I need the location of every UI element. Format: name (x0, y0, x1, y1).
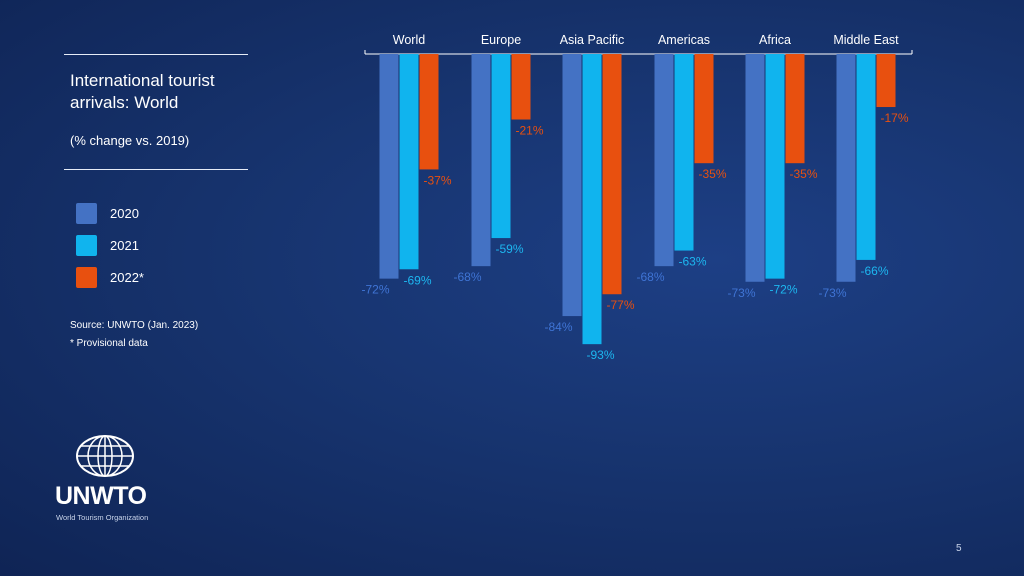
bar-2021-asia-pacific (582, 54, 602, 345)
bar-2021-middle-east (856, 54, 876, 260)
data-label: -73% (728, 286, 756, 300)
data-label: -17% (881, 111, 909, 125)
globe-icon (76, 435, 134, 477)
data-label: -66% (861, 264, 889, 278)
legend-swatch (76, 203, 97, 224)
data-label: -63% (679, 255, 707, 269)
data-label: -69% (404, 273, 432, 287)
title-bottom-rule (64, 169, 248, 170)
data-label: -73% (819, 286, 847, 300)
provisional-note: * Provisional data (70, 338, 148, 349)
bar-2022-middle-east (876, 54, 896, 108)
legend-label: 2020 (110, 206, 139, 221)
legend-swatch (76, 235, 97, 256)
data-label: -37% (424, 173, 452, 187)
page-number: 5 (956, 543, 962, 554)
data-label: -68% (454, 270, 482, 284)
bar-2020-africa (745, 54, 765, 282)
bar-2021-europe (491, 54, 511, 239)
category-label: Africa (759, 33, 791, 47)
data-label: -72% (362, 283, 390, 297)
data-label: -35% (699, 167, 727, 181)
logo-wordmark: UNWTO (55, 482, 147, 510)
category-label: Europe (481, 33, 521, 47)
bar-2020-americas (654, 54, 674, 267)
data-label: -68% (637, 270, 665, 284)
data-label: -72% (770, 283, 798, 297)
bar-2022-americas (694, 54, 714, 164)
category-label: Americas (658, 33, 710, 47)
data-label: -77% (607, 298, 635, 312)
data-label: -21% (516, 124, 544, 138)
category-label: Asia Pacific (560, 33, 625, 47)
legend-label: 2021 (110, 238, 139, 253)
data-label: -93% (587, 348, 615, 362)
source-note: Source: UNWTO (Jan. 2023) (70, 320, 199, 331)
bar-2020-middle-east (836, 54, 856, 282)
bar-2022-world (419, 54, 439, 170)
title-top-rule (64, 54, 248, 55)
data-label: -59% (496, 242, 524, 256)
logo-tagline: World Tourism Organization (56, 513, 149, 522)
category-label: Middle East (833, 33, 899, 47)
bar-2020-europe (471, 54, 491, 267)
slide-title: International tourist arrivals: World (70, 71, 215, 112)
bar-2022-africa (785, 54, 805, 164)
bar-2020-asia-pacific (562, 54, 582, 317)
legend-swatch (76, 267, 97, 288)
data-label: -84% (545, 320, 573, 334)
slide-subtitle: (% change vs. 2019) (70, 133, 190, 148)
data-label: -35% (790, 167, 818, 181)
legend-label: 2022* (110, 270, 144, 285)
bar-2021-africa (765, 54, 785, 279)
bar-2022-europe (511, 54, 531, 120)
bar-2022-asia-pacific (602, 54, 622, 295)
bar-2020-world (379, 54, 399, 279)
bar-2021-americas (674, 54, 694, 251)
unwto-logo: UNWTO World Tourism Organization (52, 432, 162, 524)
category-label: World (393, 33, 425, 47)
bar-2021-world (399, 54, 419, 270)
